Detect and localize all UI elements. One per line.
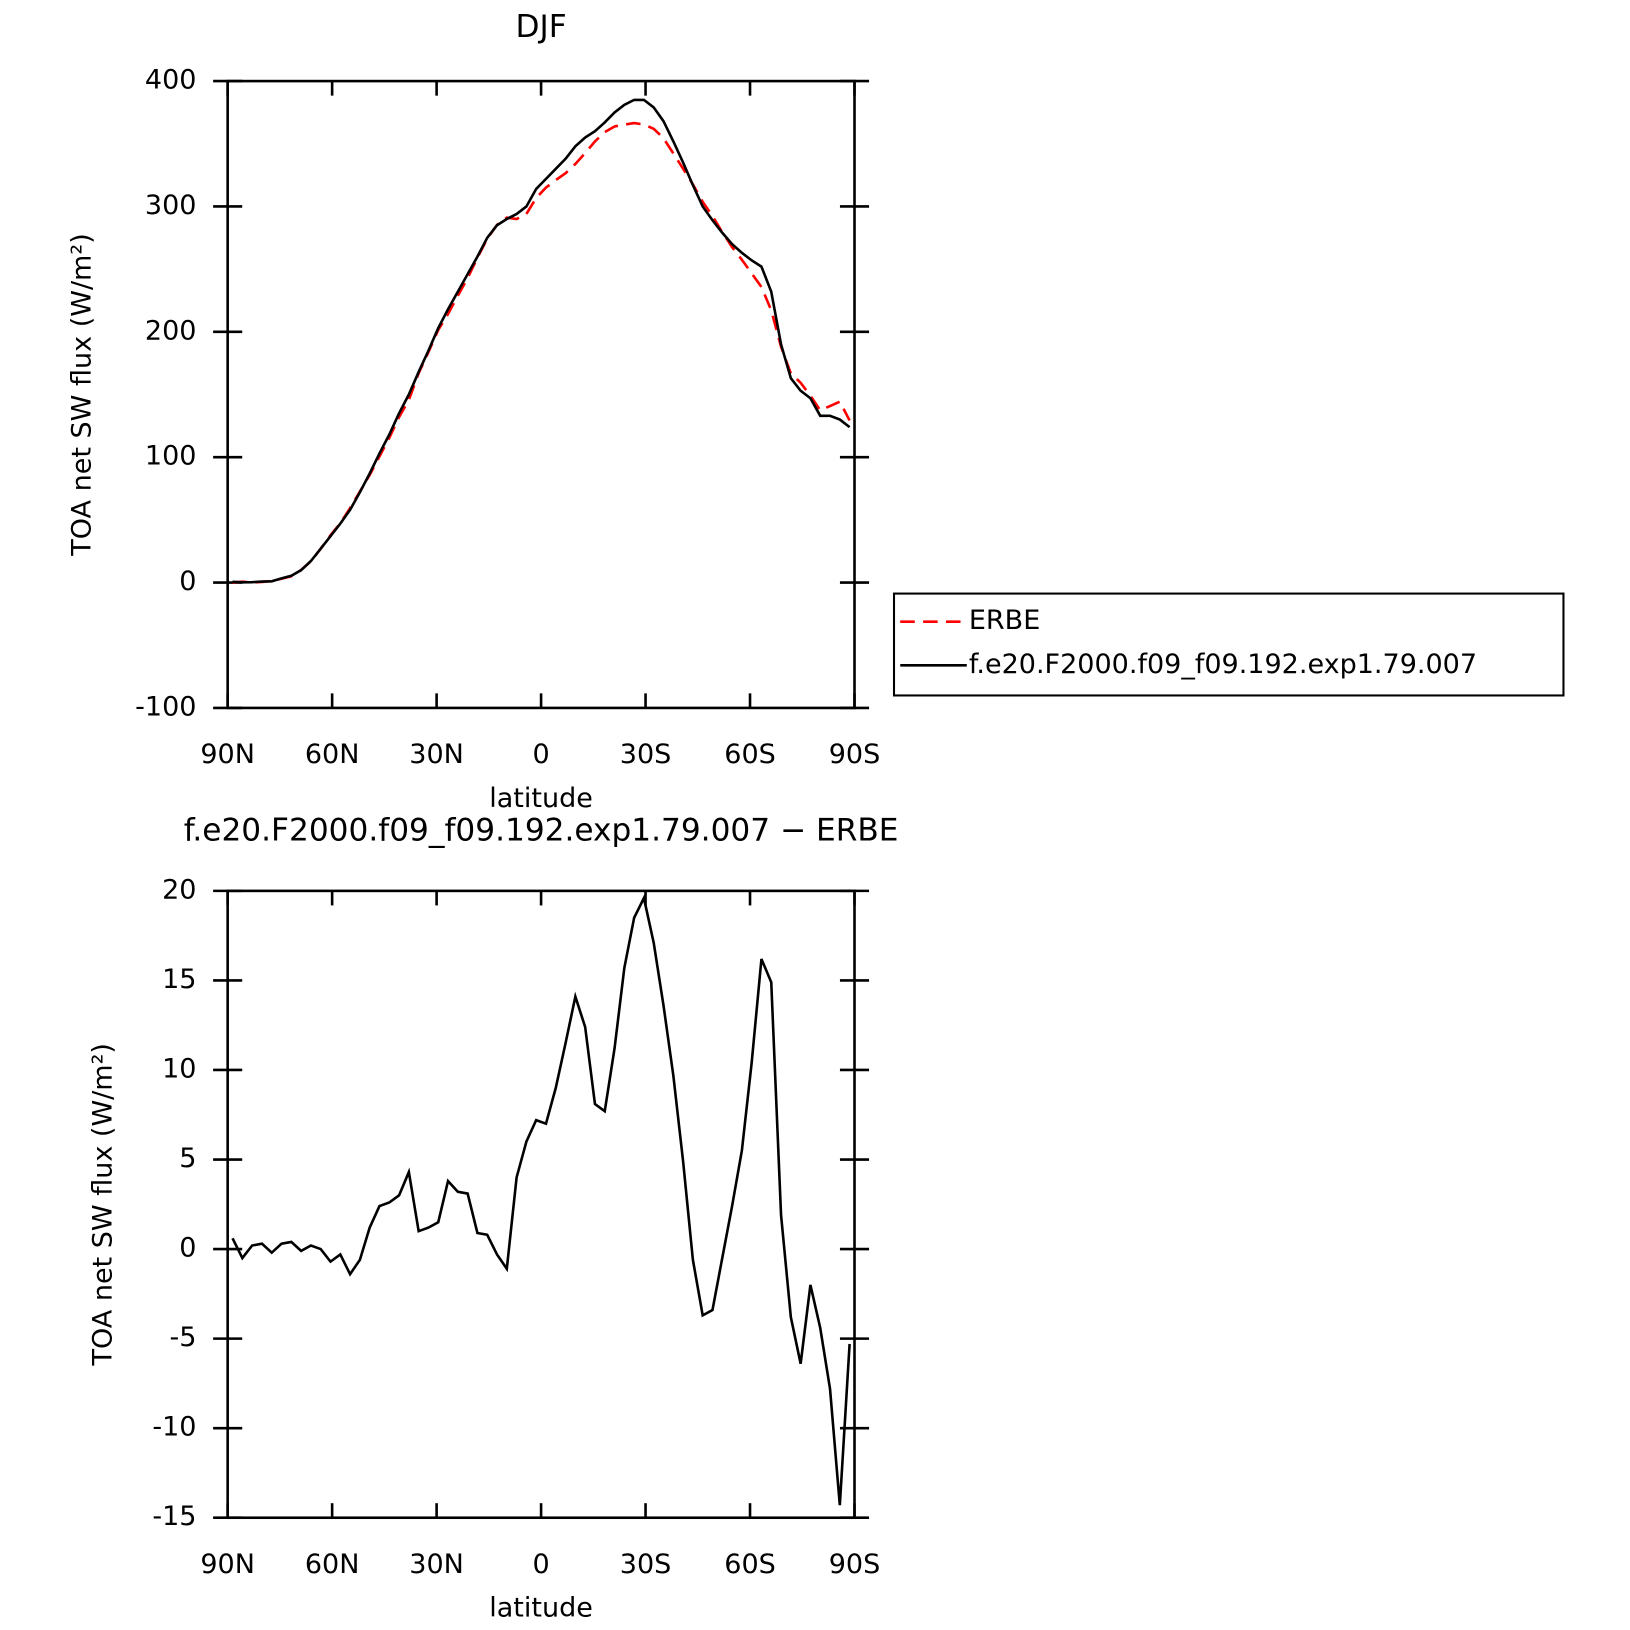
y-tick-label: -100: [135, 691, 196, 722]
chart-title: f.e20.F2000.f09_f09.192.exp1.79.007 − ER…: [184, 813, 899, 849]
x-tick-label: 30N: [409, 1549, 464, 1580]
y-tick-label: 400: [145, 65, 197, 96]
data-line: [232, 121, 851, 584]
y-tick-label: -10: [152, 1412, 196, 1443]
legend-box: [892, 592, 1565, 697]
x-tick-label: 30S: [620, 739, 672, 770]
x-tick-label: 30S: [620, 1549, 672, 1580]
plot-frame: [226, 79, 856, 710]
y-tick-label: 0: [179, 566, 196, 597]
x-tick-label: 90S: [829, 739, 881, 770]
y-tick-label: 5: [179, 1143, 196, 1174]
y-tick-label: 10: [162, 1053, 196, 1084]
x-tick-label: 90N: [200, 1549, 255, 1580]
y-axis-label: TOA net SW flux (W/m²): [87, 1043, 118, 1367]
y-tick-label: 20: [162, 874, 196, 905]
x-axis-label: latitude: [489, 1593, 593, 1624]
x-axis-label: latitude: [489, 783, 593, 814]
y-tick-label: -5: [170, 1322, 197, 1353]
data-line: [232, 98, 851, 584]
y-tick-label: 300: [145, 190, 197, 221]
y-tick-label: -15: [152, 1501, 196, 1532]
x-tick-label: 90N: [200, 739, 255, 770]
x-tick-label: 60N: [305, 739, 360, 770]
y-tick-label: 100: [145, 441, 197, 472]
legend-label: f.e20.F2000.f09_f09.192.exp1.79.007: [969, 649, 1477, 680]
x-tick-label: 60S: [724, 1549, 776, 1580]
x-tick-label: 90S: [829, 1549, 881, 1580]
y-tick-label: 200: [145, 315, 197, 346]
data-line: [231, 894, 851, 1506]
y-axis-label: TOA net SW flux (W/m²): [67, 233, 98, 557]
y-tick-label: 0: [179, 1233, 196, 1264]
y-tick-label: 15: [162, 964, 196, 995]
x-tick-label: 60S: [724, 739, 776, 770]
x-tick-label: 60N: [305, 1549, 360, 1580]
x-tick-label: 0: [532, 739, 549, 770]
plot-frame: [226, 889, 856, 1520]
chart-title: DJF: [516, 9, 567, 45]
legend-label: ERBE: [969, 605, 1040, 636]
x-tick-label: 30N: [409, 739, 464, 770]
x-tick-label: 0: [532, 1549, 549, 1580]
